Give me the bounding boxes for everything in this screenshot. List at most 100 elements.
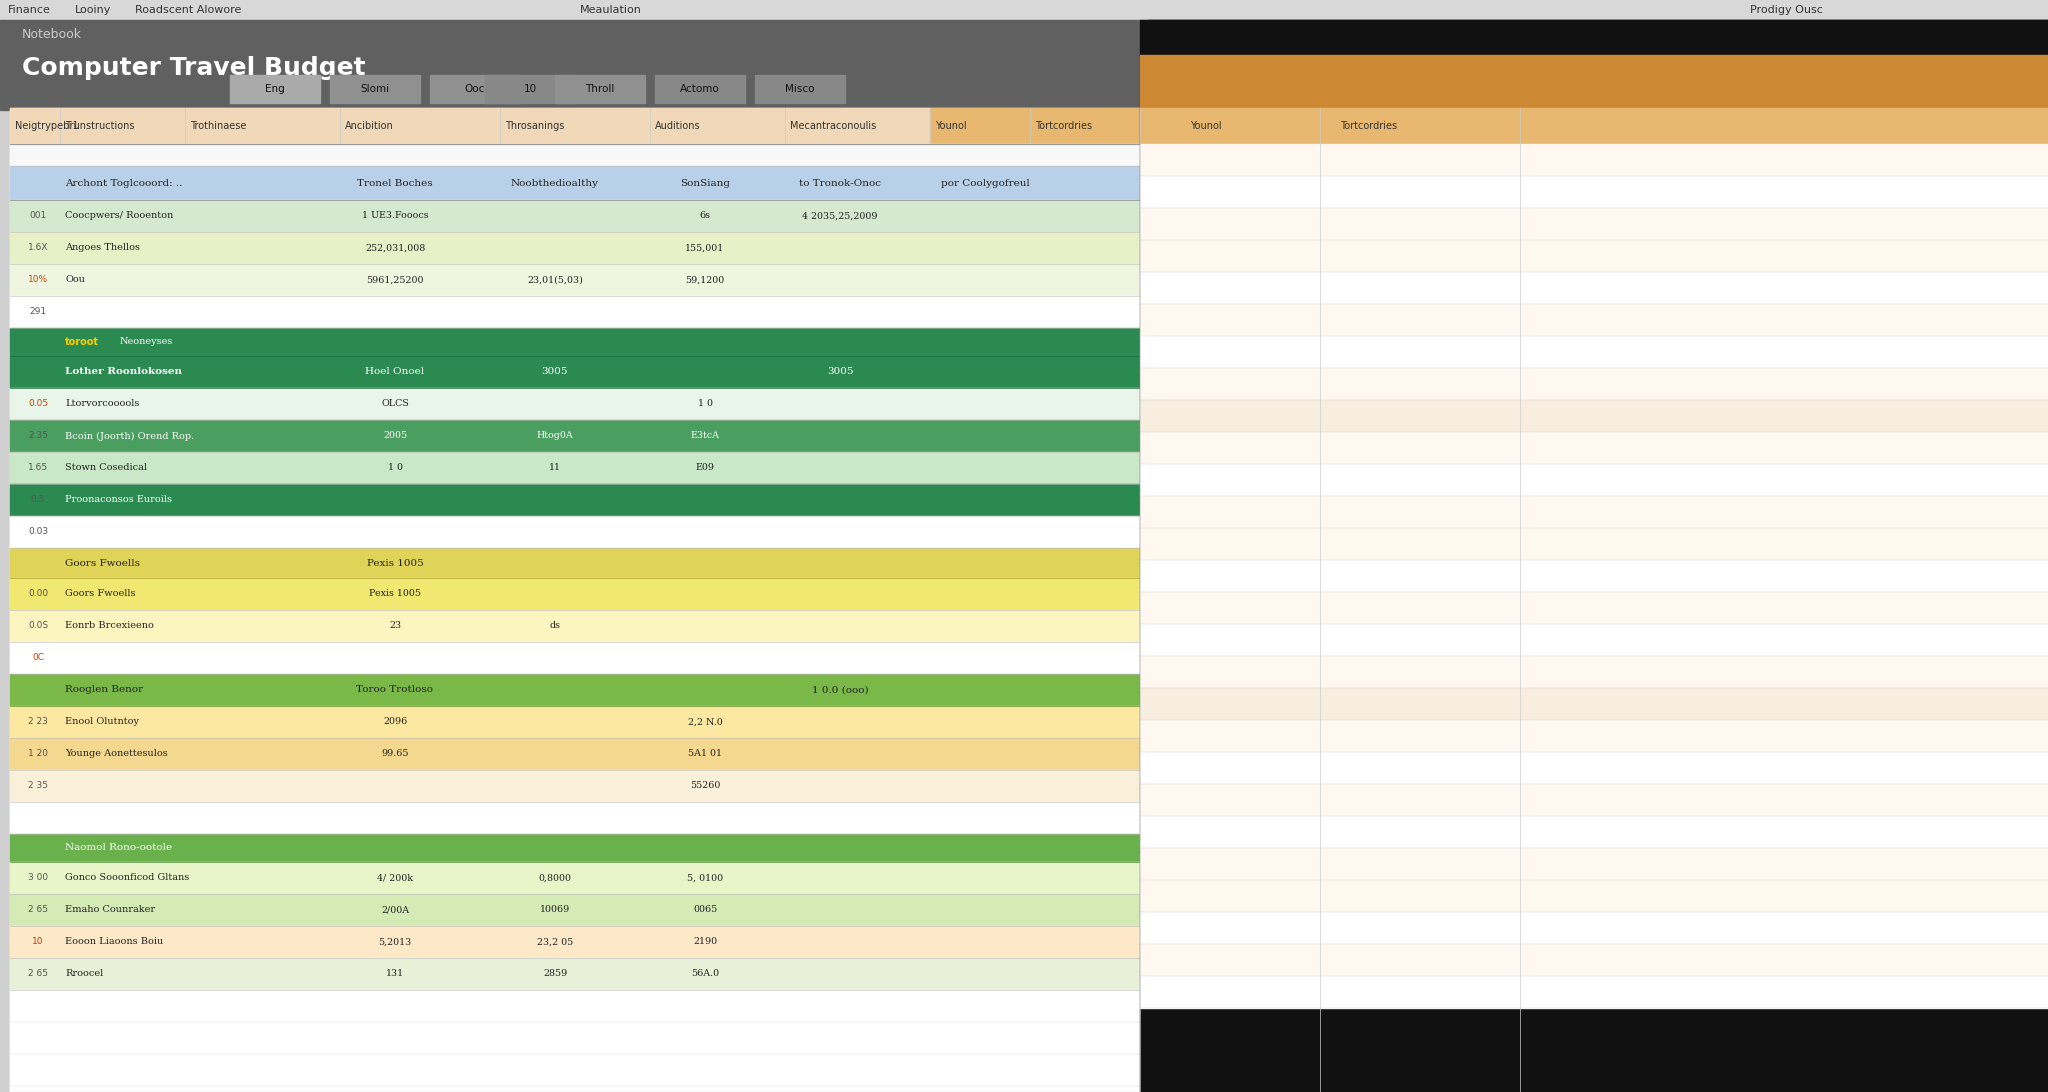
Bar <box>756 75 846 103</box>
Text: ds: ds <box>549 621 561 630</box>
Bar <box>1141 592 2048 624</box>
Text: Rroocel: Rroocel <box>66 970 102 978</box>
Bar <box>10 1022 1141 1054</box>
Text: Younol: Younol <box>936 121 967 131</box>
Text: 2 65: 2 65 <box>29 970 47 978</box>
Bar <box>1141 336 2048 368</box>
Text: 99.65: 99.65 <box>381 749 410 759</box>
Text: 5, 0100: 5, 0100 <box>686 874 723 882</box>
Text: por Coolygofreul: por Coolygofreul <box>940 178 1030 188</box>
Bar <box>10 517 1141 548</box>
Text: 10%: 10% <box>29 275 47 285</box>
Bar <box>10 484 1141 517</box>
Text: 1 0: 1 0 <box>698 400 713 408</box>
Bar <box>10 834 1141 862</box>
Text: 252,031,008: 252,031,008 <box>365 244 426 252</box>
Text: 2 23: 2 23 <box>29 717 47 726</box>
Bar <box>10 296 1141 328</box>
Text: 2.35: 2.35 <box>29 431 47 440</box>
Text: 0.0S: 0.0S <box>29 621 47 630</box>
Text: Angoes Thellos: Angoes Thellos <box>66 244 139 252</box>
Text: 4/ 200k: 4/ 200k <box>377 874 414 882</box>
Bar <box>1141 912 2048 943</box>
Bar <box>10 328 1141 356</box>
Text: Goors Fwoells: Goors Fwoells <box>66 558 139 568</box>
Text: Computer Travel Budget: Computer Travel Budget <box>23 56 367 80</box>
Text: 23: 23 <box>389 621 401 630</box>
Text: 2190: 2190 <box>692 938 717 947</box>
Text: 3 00: 3 00 <box>29 874 47 882</box>
Text: Bcoin (Joorth) Orend Rop.: Bcoin (Joorth) Orend Rop. <box>66 431 195 440</box>
Bar <box>1141 943 2048 976</box>
Text: 2096: 2096 <box>383 717 408 726</box>
Bar <box>330 75 420 103</box>
Text: Hoel Onoel: Hoel Onoel <box>365 368 424 377</box>
Text: 3005: 3005 <box>543 368 567 377</box>
Text: 2005: 2005 <box>383 431 408 440</box>
Bar <box>10 108 930 144</box>
Bar <box>1141 784 2048 816</box>
Text: Enool Olutntoy: Enool Olutntoy <box>66 717 139 726</box>
Text: E09: E09 <box>696 463 715 473</box>
Bar <box>1149 55 2048 110</box>
Text: Pexis 1005: Pexis 1005 <box>369 590 422 598</box>
Text: Finance: Finance <box>8 5 51 15</box>
Bar <box>1141 304 2048 336</box>
Text: Notebook: Notebook <box>23 28 82 41</box>
Text: 59,1200: 59,1200 <box>686 275 725 285</box>
Bar <box>1141 20 2048 1092</box>
Text: 155,001: 155,001 <box>686 244 725 252</box>
Bar <box>10 548 1141 578</box>
Bar <box>1141 272 2048 304</box>
Text: Younge Aonettesulos: Younge Aonettesulos <box>66 749 168 759</box>
Bar <box>10 420 1141 452</box>
Text: 2,2 N.0: 2,2 N.0 <box>688 717 723 726</box>
Text: 2/00A: 2/00A <box>381 905 410 914</box>
Text: Noobthedioalthy: Noobthedioalthy <box>512 178 598 188</box>
Text: 1 0.0 (ooo): 1 0.0 (ooo) <box>811 686 868 695</box>
Text: Naomol Rono-ootole: Naomol Rono-ootole <box>66 843 172 853</box>
Bar <box>1141 400 2048 432</box>
Bar <box>655 75 745 103</box>
Text: Trunstructions: Trunstructions <box>66 121 135 131</box>
Bar <box>10 707 1141 738</box>
Text: Looiny: Looiny <box>76 5 111 15</box>
Bar <box>1141 529 2048 560</box>
Text: Ltorvorcooools: Ltorvorcooools <box>66 400 139 408</box>
Text: 56A.0: 56A.0 <box>690 970 719 978</box>
Text: 10: 10 <box>33 938 43 947</box>
Text: 2 65: 2 65 <box>29 905 47 914</box>
Text: Misco: Misco <box>784 84 815 94</box>
Text: 11: 11 <box>549 463 561 473</box>
Bar <box>10 144 1141 166</box>
Text: Eng: Eng <box>264 84 285 94</box>
Text: OLCS: OLCS <box>381 400 410 408</box>
Text: Pexis 1005: Pexis 1005 <box>367 558 424 568</box>
Bar <box>1149 20 2048 110</box>
Text: Ancibition: Ancibition <box>344 121 393 131</box>
Text: 1 0: 1 0 <box>387 463 403 473</box>
Text: 001: 001 <box>29 212 47 221</box>
Bar <box>930 108 1141 144</box>
Text: E3tcA: E3tcA <box>690 431 719 440</box>
Text: Auditions: Auditions <box>655 121 700 131</box>
Text: 0.00: 0.00 <box>29 590 47 598</box>
Text: Tortcordries: Tortcordries <box>1034 121 1092 131</box>
Bar <box>10 894 1141 926</box>
Bar <box>10 264 1141 296</box>
Text: 0C: 0C <box>33 653 43 663</box>
Bar <box>10 862 1141 894</box>
Bar <box>10 200 1141 232</box>
Bar <box>1141 816 2048 848</box>
Bar <box>1141 976 2048 1008</box>
Bar <box>10 674 1141 707</box>
Text: Slomi: Slomi <box>360 84 389 94</box>
Text: 23,2 05: 23,2 05 <box>537 938 573 947</box>
Bar <box>1141 880 2048 912</box>
Bar <box>1141 144 2048 176</box>
Text: Prodigy Ousc: Prodigy Ousc <box>1749 5 1823 15</box>
Text: 10: 10 <box>524 84 537 94</box>
Text: 0.03: 0.03 <box>29 527 47 536</box>
Text: 6s: 6s <box>700 212 711 221</box>
Text: Rooglen Benor: Rooglen Benor <box>66 686 143 695</box>
